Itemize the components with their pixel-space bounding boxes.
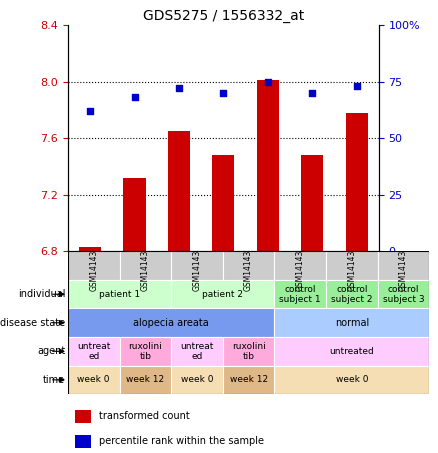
Text: GSM1414312: GSM1414312 [89,240,98,291]
Text: GSM1414315: GSM1414315 [244,240,253,291]
Bar [301,155,323,251]
Text: disease state: disease state [0,318,65,328]
Bar [223,366,274,394]
Text: control
subject 1: control subject 1 [279,284,321,304]
Text: ruxolini
tib: ruxolini tib [232,342,265,361]
Text: GSM1414313: GSM1414313 [141,240,150,291]
Bar [171,337,223,366]
Bar [274,280,326,308]
Text: percentile rank within the sample: percentile rank within the sample [99,436,264,446]
Text: time: time [43,375,65,385]
Point [353,82,360,90]
Bar [378,280,429,308]
Text: week 0: week 0 [78,376,110,384]
Title: GDS5275 / 1556332_at: GDS5275 / 1556332_at [143,9,304,23]
Bar [75,435,92,448]
Text: control
subject 3: control subject 3 [383,284,424,304]
Bar [257,80,279,251]
Text: individual: individual [18,289,65,299]
Bar [212,155,234,251]
Text: GSM1414314: GSM1414314 [192,240,201,291]
Bar [68,337,120,366]
Bar [168,131,190,251]
Bar [223,337,274,366]
Text: patient 1: patient 1 [99,290,140,299]
Text: untreat
ed: untreat ed [180,342,214,361]
Text: ruxolini
tib: ruxolini tib [128,342,162,361]
Bar [274,308,429,337]
Text: GSM1414317: GSM1414317 [347,240,356,291]
Bar [326,251,378,280]
Bar [274,366,429,394]
Point [176,85,183,92]
Text: untreated: untreated [329,347,374,356]
Point [309,89,316,96]
Bar [75,410,92,423]
Bar [171,366,223,394]
Bar [120,251,171,280]
Text: normal: normal [335,318,369,328]
Bar [171,280,274,308]
Text: untreat
ed: untreat ed [77,342,110,361]
Bar [326,280,378,308]
Bar [124,178,145,251]
Bar [120,366,171,394]
Bar [68,308,274,337]
Text: GSM1414316: GSM1414316 [296,240,305,291]
Text: transformed count: transformed count [99,411,189,421]
Point [264,78,271,85]
Text: week 0: week 0 [336,376,368,384]
Text: control
subject 2: control subject 2 [331,284,373,304]
Point [87,107,94,115]
Text: GSM1414318: GSM1414318 [399,240,408,291]
Bar [346,113,368,251]
Text: week 0: week 0 [181,376,213,384]
Bar [274,251,326,280]
Point [220,89,227,96]
Text: agent: agent [37,346,65,357]
Point [131,94,138,101]
Text: patient 2: patient 2 [202,290,243,299]
Bar [223,251,274,280]
Bar [79,247,101,251]
Bar [120,337,171,366]
Text: week 12: week 12 [230,376,268,384]
Bar [68,280,171,308]
Bar [68,366,120,394]
Bar [171,251,223,280]
Bar [68,251,120,280]
Text: week 12: week 12 [126,376,164,384]
Bar [378,251,429,280]
Bar [274,337,429,366]
Text: alopecia areata: alopecia areata [133,318,209,328]
